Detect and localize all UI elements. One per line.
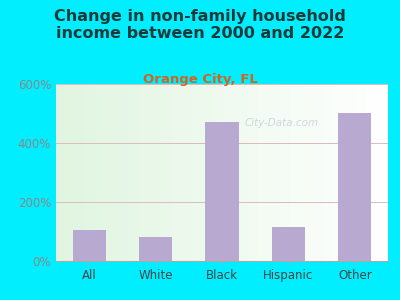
Bar — [139, 237, 172, 261]
Text: Orange City, FL: Orange City, FL — [142, 74, 258, 86]
Text: Change in non-family household
income between 2000 and 2022: Change in non-family household income be… — [54, 9, 346, 41]
Bar — [73, 230, 106, 261]
Bar — [338, 113, 372, 261]
Bar — [206, 122, 238, 261]
Text: City-Data.com: City-Data.com — [245, 118, 319, 128]
Bar — [272, 227, 305, 261]
